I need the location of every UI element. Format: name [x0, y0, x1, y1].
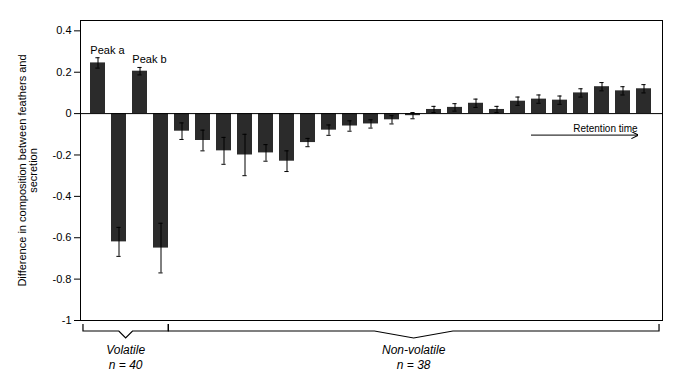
svg-text:-0.4: -0.4 — [53, 190, 72, 202]
svg-text:0.4: 0.4 — [56, 24, 71, 36]
svg-text:Peak b: Peak b — [132, 53, 166, 65]
svg-text:Retention time: Retention time — [573, 123, 638, 134]
svg-text:Peak a: Peak a — [90, 44, 125, 56]
svg-text:Non-volatile: Non-volatile — [382, 343, 446, 357]
svg-text:n = 38: n = 38 — [397, 358, 431, 372]
svg-text:-0.8: -0.8 — [53, 273, 72, 285]
svg-text:n = 40: n = 40 — [109, 358, 143, 372]
svg-text:-1: -1 — [62, 314, 72, 326]
svg-text:0: 0 — [65, 107, 71, 119]
svg-text:Difference in composition betw: Difference in composition between feathe… — [16, 54, 39, 286]
svg-text:-0.2: -0.2 — [53, 149, 72, 161]
svg-text:-0.6: -0.6 — [53, 231, 72, 243]
svg-text:0.2: 0.2 — [56, 66, 71, 78]
svg-text:Volatile: Volatile — [106, 343, 145, 357]
